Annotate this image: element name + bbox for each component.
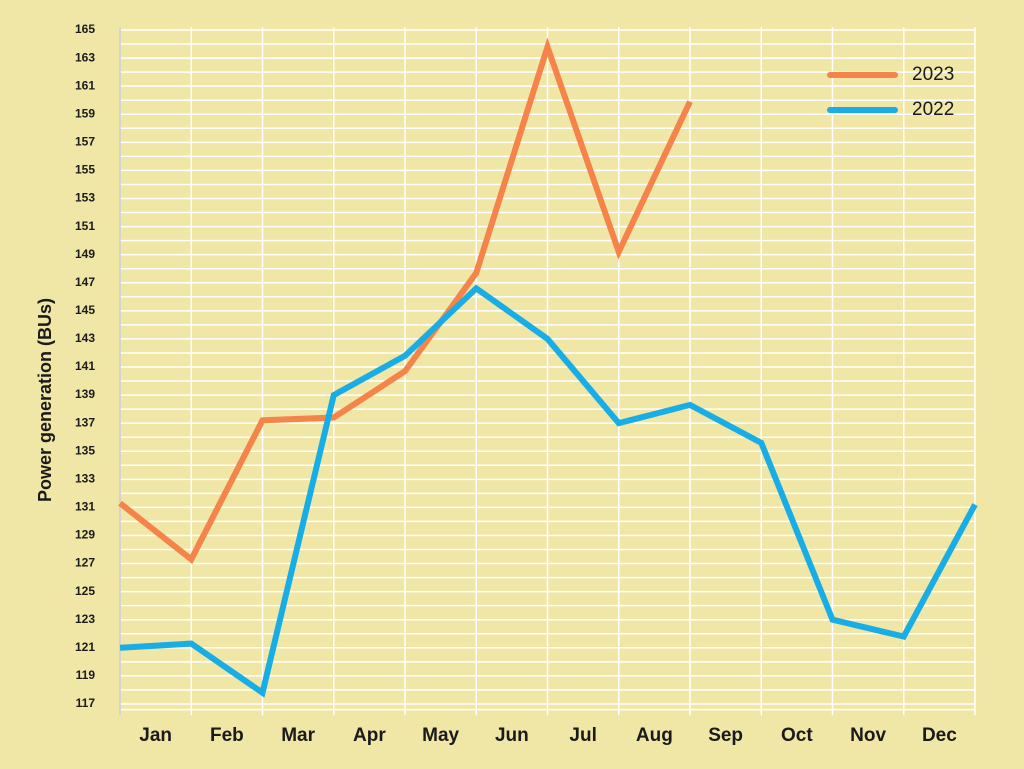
x-tick-label: Jul bbox=[569, 725, 596, 746]
x-tick-label: Feb bbox=[210, 725, 244, 746]
x-tick-label: Aug bbox=[636, 725, 673, 746]
x-tick-label: Dec bbox=[922, 725, 957, 746]
x-tick-label: Jun bbox=[495, 725, 529, 746]
y-tick-label: 159 bbox=[75, 106, 95, 120]
x-tick-label: Oct bbox=[781, 725, 813, 746]
y-tick-label: 147 bbox=[75, 275, 95, 289]
y-tick-label: 149 bbox=[75, 247, 95, 261]
series-line bbox=[118, 37, 693, 564]
x-tick-label: Apr bbox=[353, 725, 386, 746]
x-tick-label: Nov bbox=[850, 725, 886, 746]
y-tick-label: 139 bbox=[75, 387, 95, 401]
y-tick-label: 165 bbox=[75, 22, 95, 36]
y-tick-label: 157 bbox=[75, 135, 95, 149]
y-tick-label: 119 bbox=[76, 668, 96, 682]
y-tick-label: 141 bbox=[75, 359, 95, 373]
y-tick-label: 121 bbox=[75, 640, 95, 654]
y-tick-label: 117 bbox=[76, 696, 96, 710]
y-tick-label: 143 bbox=[75, 331, 95, 345]
y-tick-label: 123 bbox=[75, 612, 95, 626]
x-tick-label: Jan bbox=[139, 725, 172, 746]
y-tick-label: 131 bbox=[75, 500, 95, 514]
y-tick-label: 129 bbox=[75, 528, 95, 542]
y-tick-label: 151 bbox=[75, 219, 95, 233]
y-tick-label: 127 bbox=[75, 556, 95, 570]
x-tick-label: Mar bbox=[281, 725, 315, 746]
series-line bbox=[119, 284, 978, 698]
y-tick-label: 137 bbox=[75, 415, 95, 429]
legend-label: 2022 bbox=[912, 99, 954, 120]
x-tick-label: May bbox=[422, 725, 459, 746]
y-tick-label: 133 bbox=[75, 471, 95, 485]
y-axis-label: Power generation (BUs) bbox=[35, 298, 55, 502]
y-tick-label: 163 bbox=[75, 50, 95, 64]
y-tick-label: 155 bbox=[75, 163, 95, 177]
y-tick-label: 153 bbox=[75, 191, 95, 205]
y-tick-label: 125 bbox=[75, 584, 95, 598]
x-tick-label: Sep bbox=[708, 725, 743, 746]
legend-label: 2023 bbox=[912, 64, 954, 85]
y-tick-label: 135 bbox=[75, 443, 95, 457]
y-tick-label: 145 bbox=[75, 303, 95, 317]
y-tick-label: 161 bbox=[75, 78, 95, 92]
